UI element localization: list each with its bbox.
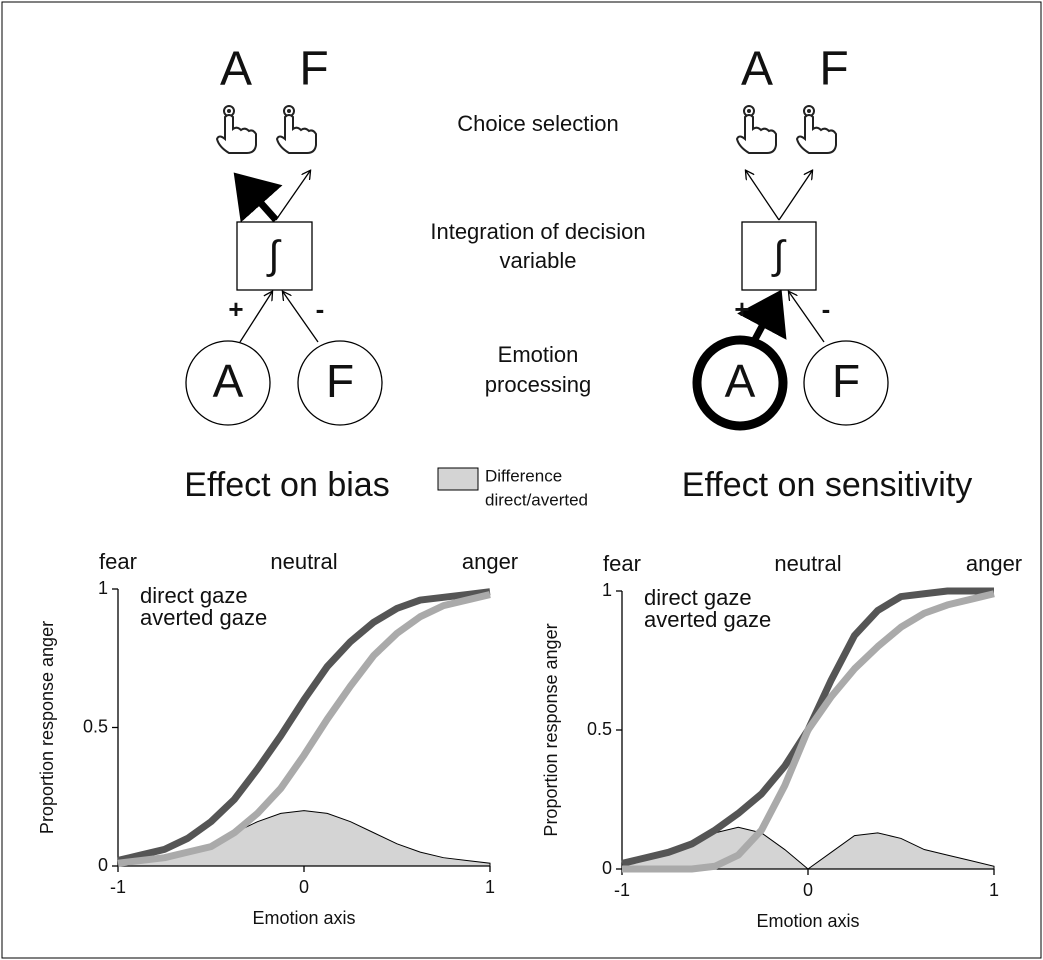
- emotion-node: [692, 335, 788, 431]
- arrow: [283, 292, 319, 343]
- stage-label: Integration of decision: [430, 219, 645, 244]
- annotation: fear: [603, 551, 641, 576]
- emotion-node: [297, 340, 383, 426]
- y-axis-label: Proportion response anger: [37, 621, 57, 834]
- y-tick-label: 0.5: [83, 716, 108, 736]
- stage-label: Choice selection: [457, 111, 618, 136]
- arrow: [746, 171, 780, 221]
- emotion-label: A: [725, 355, 756, 407]
- diagram-left: A F ∫ + - A F Effect on bias: [184, 43, 389, 504]
- x-tick-label: 1: [989, 880, 999, 900]
- annotation: anger: [966, 551, 1022, 576]
- stage-label: processing: [485, 372, 591, 397]
- hand-icon: [276, 105, 317, 154]
- annotation: neutral: [270, 549, 337, 574]
- panel-title: Effect on bias: [184, 466, 389, 504]
- series-line: [117, 591, 491, 867]
- x-tick-label: 0: [299, 877, 309, 897]
- hand-icon: [216, 105, 257, 154]
- x-axis-label: Emotion axis: [756, 911, 859, 931]
- hand-icon: [796, 105, 837, 154]
- x-tick-label: 1: [485, 877, 495, 897]
- sign-label: +: [734, 294, 749, 324]
- legend-swatch: [437, 467, 479, 491]
- integrator-label: ∫: [267, 234, 283, 278]
- choice-label: A: [741, 43, 773, 96]
- arrow: [239, 292, 272, 343]
- x-tick-label: -1: [614, 880, 630, 900]
- stage-label: variable: [499, 248, 576, 273]
- emotion-node: [803, 340, 889, 426]
- hand-icon: [736, 105, 777, 154]
- series-line: [117, 588, 491, 864]
- emotion-node: [185, 340, 271, 426]
- legend-label: direct gaze: [644, 585, 752, 610]
- arrow: [275, 171, 310, 221]
- x-tick-label: -1: [110, 877, 126, 897]
- annotation: anger: [462, 549, 518, 574]
- sign-label: -: [822, 294, 831, 324]
- sign-label: -: [316, 294, 325, 324]
- diagram-right: A F ∫ + - A F Effect on sensitivity: [682, 43, 972, 504]
- y-axis-label: Proportion response anger: [541, 623, 561, 836]
- annotation: fear: [99, 549, 137, 574]
- y-tick-label: 1: [98, 578, 108, 598]
- choice-label: F: [819, 43, 848, 96]
- stage-label: Emotion: [498, 342, 579, 367]
- integrator-label: ∫: [772, 234, 788, 278]
- y-tick-label: 0.5: [587, 719, 612, 739]
- x-tick-label: 0: [803, 880, 813, 900]
- legend-label: direct gaze: [140, 583, 248, 608]
- integrator-box: [236, 221, 313, 291]
- arrow: [233, 172, 283, 223]
- y-tick-label: 0: [602, 858, 612, 878]
- emotion-label: A: [213, 355, 244, 407]
- x-axis-label: Emotion axis: [252, 908, 355, 928]
- emotion-label: F: [326, 355, 354, 407]
- arrow: [789, 292, 825, 343]
- y-tick-label: 1: [602, 580, 612, 600]
- arrow: [737, 289, 787, 347]
- panel-title: Effect on sensitivity: [682, 466, 972, 504]
- legend-label: Difference: [485, 466, 562, 485]
- choice-label: A: [220, 43, 252, 96]
- arrow: [778, 171, 812, 221]
- annotation: neutral: [774, 551, 841, 576]
- legend-label: averted gaze: [140, 605, 267, 630]
- legend-label: averted gaze: [644, 607, 771, 632]
- sign-label: +: [228, 294, 243, 324]
- emotion-label: F: [832, 355, 860, 407]
- legend-label: direct/averted: [485, 490, 588, 509]
- series-line: [622, 590, 995, 873]
- choice-label: F: [299, 43, 328, 96]
- y-tick-label: 0: [98, 855, 108, 875]
